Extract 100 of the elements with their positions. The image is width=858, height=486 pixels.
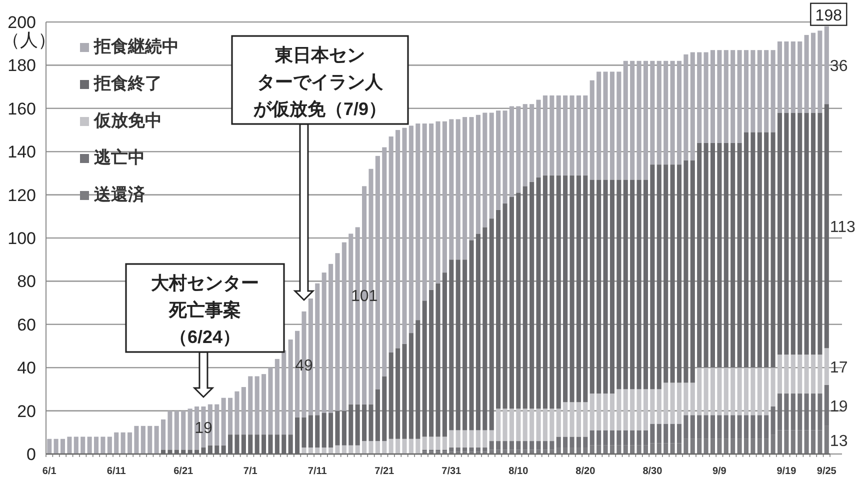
bar	[328, 448, 334, 454]
total-box: 198	[810, 2, 848, 26]
bar	[382, 441, 387, 454]
bar	[100, 436, 106, 454]
bar	[496, 110, 501, 210]
x-tick-label: 9/9	[712, 466, 727, 477]
bar	[489, 430, 494, 442]
legend-label: 拒食終了	[93, 74, 162, 93]
bar	[596, 180, 602, 394]
bar	[563, 95, 568, 176]
bar	[214, 404, 220, 446]
bar	[656, 389, 662, 424]
bar	[254, 376, 260, 435]
bar	[583, 95, 588, 176]
bar	[416, 124, 420, 320]
bar	[375, 156, 380, 390]
bar	[174, 410, 179, 450]
bar	[824, 104, 829, 348]
bar	[315, 448, 320, 454]
bar	[342, 410, 346, 446]
bar	[422, 300, 427, 437]
bar	[757, 368, 762, 416]
bar	[764, 50, 769, 132]
bar	[717, 142, 722, 368]
bar	[737, 368, 742, 416]
bar	[489, 112, 494, 219]
y-tick-label: 100	[8, 229, 36, 248]
bar	[536, 441, 541, 450]
bar	[697, 52, 702, 143]
bar	[737, 50, 742, 143]
bar	[676, 382, 682, 424]
bar	[790, 112, 796, 355]
bar	[616, 180, 622, 390]
bar	[315, 283, 320, 416]
bar	[335, 253, 340, 411]
bar	[335, 445, 340, 454]
bar	[650, 60, 655, 165]
bar	[396, 348, 400, 439]
y-tick-label: 40	[17, 358, 36, 378]
y-tick-label: 0	[26, 445, 36, 464]
bar	[408, 438, 414, 454]
bar	[140, 426, 146, 454]
bar	[710, 368, 716, 416]
bar	[804, 354, 809, 394]
bar	[550, 408, 554, 442]
bar	[536, 100, 541, 178]
bar	[777, 354, 782, 394]
bar	[509, 441, 514, 450]
bar	[302, 448, 306, 454]
bar	[449, 430, 454, 448]
bar	[221, 398, 226, 446]
bar	[429, 124, 434, 290]
bar	[576, 175, 581, 402]
bar	[730, 368, 736, 416]
bar	[643, 180, 648, 390]
bar	[684, 54, 688, 160]
bar	[496, 408, 501, 442]
y-tick-label: 140	[8, 142, 36, 162]
bar	[777, 112, 782, 355]
bar	[784, 41, 789, 113]
bar	[730, 142, 736, 368]
bar	[449, 448, 454, 452]
bar	[368, 441, 374, 454]
data-label: 36	[830, 58, 848, 76]
legend-label: 逃亡中	[93, 148, 145, 167]
y-tick-label: 20	[17, 402, 36, 421]
bar	[302, 417, 306, 448]
bar	[770, 50, 776, 132]
bar	[704, 142, 708, 368]
bar	[550, 95, 554, 176]
annotation: 東日本センターでイラン人が仮放免（7/9）	[252, 45, 387, 119]
bar	[342, 445, 346, 454]
bar	[530, 182, 534, 409]
bar	[630, 60, 635, 180]
bar	[670, 382, 675, 424]
bar	[120, 432, 126, 454]
bar	[717, 50, 722, 143]
bar	[442, 272, 447, 437]
bar	[798, 41, 802, 113]
bar	[516, 408, 521, 442]
bar	[114, 432, 119, 454]
legend-label: 拒食継続中	[93, 37, 179, 56]
bar	[623, 60, 628, 180]
bar	[603, 72, 608, 180]
bar	[676, 60, 682, 165]
bar	[790, 41, 796, 113]
bar	[456, 260, 460, 430]
x-tick-label: 6/21	[174, 466, 194, 477]
bar	[522, 104, 528, 186]
bar	[750, 368, 756, 416]
bar	[636, 60, 642, 180]
bar	[542, 408, 548, 442]
bar	[408, 333, 414, 439]
bar	[616, 389, 622, 430]
bar	[160, 419, 166, 450]
bar	[429, 290, 434, 437]
bar	[67, 436, 72, 454]
y-tick-label: 120	[8, 186, 36, 205]
bar	[690, 382, 695, 416]
bar	[442, 436, 447, 450]
